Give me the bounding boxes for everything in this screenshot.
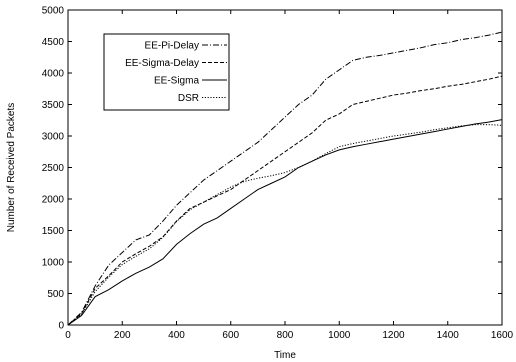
tick-layer: 0 200 400 600 800 1000 1200 1400 1600 0 500 1000 150… — [42, 6, 514, 342]
x-tick-label: 800 — [277, 330, 294, 341]
x-axis-title: Time — [274, 350, 296, 361]
legend-label: EE-Sigma — [154, 76, 199, 87]
legend-label: DSR — [178, 93, 199, 104]
y-tick-label: 2500 — [42, 163, 65, 174]
legend: EE-Pi-Delay EE-Sigma-Delay EE-Sigma DSR — [103, 33, 230, 111]
y-tick-label: 500 — [47, 289, 64, 300]
x-tick-label: 1200 — [382, 330, 405, 341]
legend-label: EE-Sigma-Delay — [125, 58, 199, 69]
y-tick-label: 5000 — [42, 6, 65, 17]
series-line-dsr — [67, 124, 503, 326]
series-layer — [67, 31, 503, 326]
y-tick-label: 2000 — [42, 195, 65, 206]
x-tick-label: 200 — [114, 330, 131, 341]
y-tick-label: 3000 — [42, 132, 65, 143]
x-tick-label: 1400 — [437, 330, 460, 341]
series-line-ee-sigma — [67, 119, 503, 326]
x-tick-label: 600 — [222, 330, 239, 341]
y-tick-label: 1500 — [42, 226, 65, 237]
x-tick-label: 0 — [65, 330, 71, 341]
y-tick-label: 4500 — [42, 37, 65, 48]
y-tick-label: 4000 — [42, 69, 65, 80]
x-tick-label: 1600 — [491, 330, 514, 341]
x-tick-label: 400 — [168, 330, 185, 341]
y-tick-label: 3500 — [42, 100, 65, 111]
series-line-ee-sigma-delay — [67, 75, 503, 326]
legend-label: EE-Pi-Delay — [145, 41, 199, 52]
x-tick-label: 1000 — [328, 330, 351, 341]
series-line-ee-pi-delay — [67, 31, 503, 326]
y-tick-label: 1000 — [42, 258, 65, 269]
y-axis-title: Number of Received Packets — [6, 103, 17, 233]
y-tick-label: 0 — [58, 321, 64, 332]
